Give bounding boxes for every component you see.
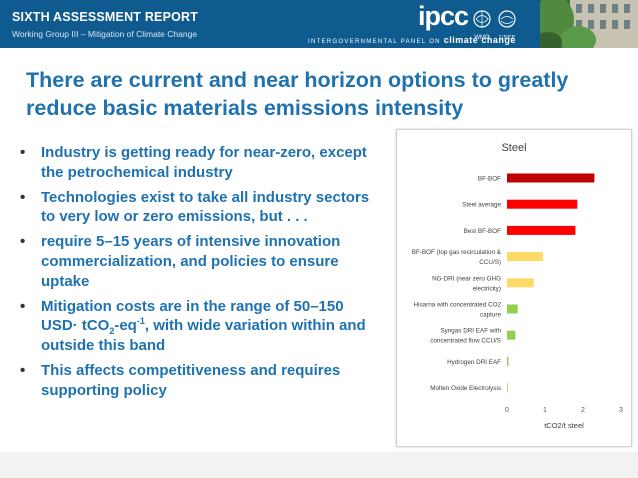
bar — [507, 278, 534, 288]
category-label: CCU/S) — [479, 259, 501, 266]
steel-chart: Steel BF-BOF Steel average Best BF-BOF BF-BO… — [396, 129, 632, 447]
header-photo — [540, 0, 638, 48]
bullet-marker: • — [20, 144, 26, 161]
bar — [507, 383, 508, 393]
panel-tagline: INTERGOVERNMENTAL PANEL ON climate chang… — [308, 35, 516, 45]
panel-emphasis: climate change — [443, 35, 516, 45]
x-tick-label: 0 — [505, 407, 509, 414]
ipcc-logo: ipcc — [418, 1, 469, 31]
category-label: electricity) — [473, 285, 501, 292]
category-label: Hisarna with concentrated CO2 — [414, 302, 502, 309]
bar — [507, 173, 595, 183]
bullet-text-mid: -eq — [114, 317, 137, 335]
bullet-marker: • — [20, 188, 26, 206]
bullet-item: • Industry is getting ready for near-zer… — [18, 143, 380, 182]
bullet-item: • Technologies exist to take all industr… — [18, 188, 380, 227]
category-label: concentrated flow CCU/S — [430, 338, 501, 345]
chart-title: Steel — [501, 142, 526, 154]
category-label: Syngas DRI EAF with — [440, 328, 501, 335]
bullet-text-pre: Mitigation costs are in the range of 50–… — [41, 297, 344, 335]
bullet-text-post: , with wide variation within and outside… — [41, 317, 366, 354]
bullet-marker: • — [20, 361, 26, 379]
wmo-logo-icon: WMO — [473, 10, 491, 41]
bullet-text: Industry is getting ready for near-zero,… — [41, 144, 367, 181]
category-label: NG-DRI (near zero GHG — [432, 275, 501, 282]
wmo-label: WMO — [474, 35, 490, 41]
bullet-text: require 5–15 years of intensive innovati… — [41, 233, 341, 290]
category-label: BF-BOF — [478, 176, 501, 183]
bullet-marker: • — [20, 233, 26, 251]
bullet-item: • require 5–15 years of intensive innova… — [18, 232, 380, 291]
category-label: Hydrogen DRI EAF — [447, 359, 501, 366]
category-label: capture — [480, 312, 502, 319]
bullet-text: This affects competitiveness and require… — [41, 361, 341, 399]
unep-label: UNEP — [499, 35, 515, 41]
org-logos: WMO UNEP — [473, 10, 516, 41]
steel-chart-svg: Steel BF-BOF Steel average Best BF-BOF BF-BO… — [412, 142, 623, 430]
report-header: SIXTH ASSESSMENT REPORT Working Group II… — [0, 0, 638, 48]
bar — [507, 199, 578, 209]
unep-logo-icon: UNEP — [498, 10, 516, 41]
panel-prefix: INTERGOVERNMENTAL PANEL ON — [308, 39, 441, 45]
category-label: Molten Oxide Electrolysis — [430, 385, 501, 392]
x-axis-label: tCO2/t steel — [544, 421, 584, 430]
report-subtitle: Working Group III – Mitigation of Climat… — [12, 29, 198, 39]
bar — [507, 356, 509, 366]
report-title: SIXTH ASSESSMENT REPORT — [12, 10, 199, 24]
footer-band — [0, 452, 638, 478]
x-tick-label: 1 — [543, 407, 547, 414]
bullet-item: • This affects competitiveness and requi… — [18, 361, 380, 400]
bar — [507, 252, 544, 262]
x-tick-label: 3 — [619, 407, 623, 414]
bullet-item: • Mitigation costs are in the range of 5… — [18, 297, 380, 356]
category-label: BF-BOF (top gas recirculation & — [412, 249, 502, 256]
category-label: Best BF-BOF — [464, 228, 502, 235]
bullet-list: • Industry is getting ready for near-zer… — [18, 143, 380, 406]
slide-title: There are current and near horizon optio… — [26, 68, 569, 120]
bullet-text: Technologies exist to take all industry … — [41, 188, 370, 226]
bar — [507, 225, 576, 235]
bullet-subscript: 2 — [109, 326, 115, 337]
x-tick-label: 2 — [581, 407, 585, 414]
bar — [507, 304, 518, 314]
category-label: Steel average — [462, 202, 501, 209]
bar — [507, 330, 516, 340]
bullet-superscript: -1 — [136, 316, 145, 327]
bullet-marker: • — [20, 297, 26, 315]
